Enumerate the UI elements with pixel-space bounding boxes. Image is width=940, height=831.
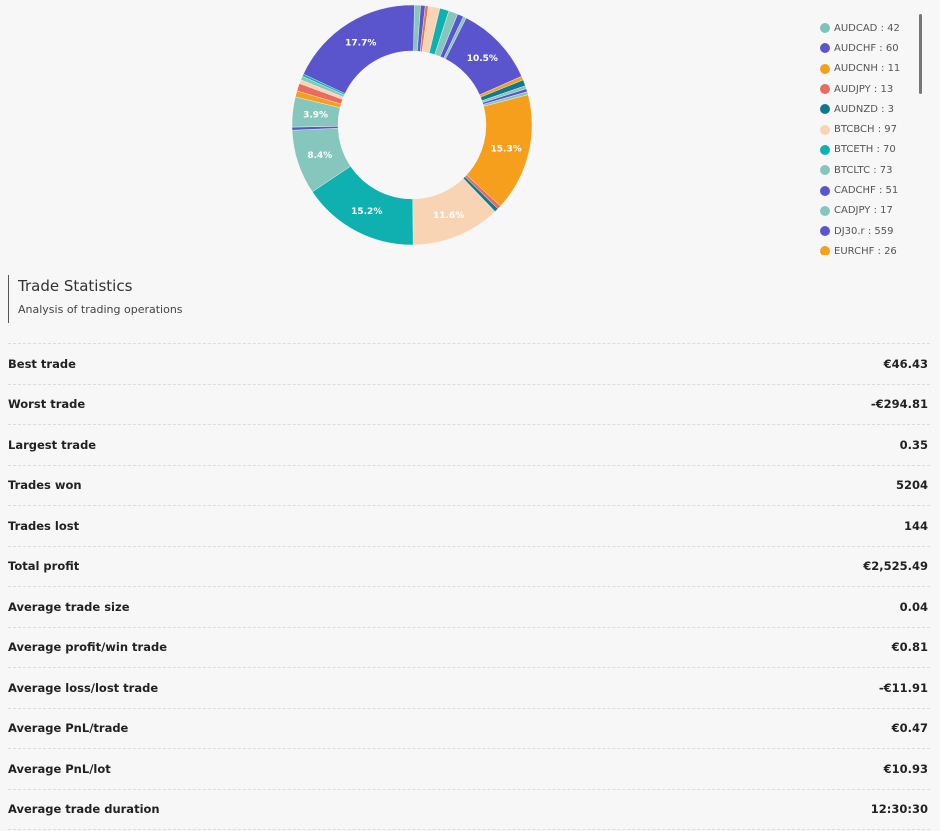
legend-label: CADJPY : 17	[834, 205, 893, 217]
slice-percent-label: 17.7%	[345, 39, 376, 49]
slice-percent-label: 15.3%	[491, 144, 522, 154]
section-header: Trade Statistics Analysis of trading ope…	[8, 275, 183, 323]
stat-value: 0.35	[899, 437, 928, 452]
stat-row-average-trade-duration: Average trade duration 12:30:30	[8, 788, 930, 830]
stat-row-trades-lost: Trades lost 144	[8, 505, 930, 546]
stat-row-average-trade-size: Average trade size 0.04	[8, 586, 930, 627]
stat-value: -€294.81	[870, 397, 928, 412]
stat-row-average-pnl-trade: Average PnL/trade €0.47	[8, 707, 930, 749]
stat-row-total-profit: Total profit €2,525.49	[8, 545, 930, 587]
stat-label: Trades won	[8, 478, 82, 493]
stat-label: Average loss/lost trade	[8, 680, 159, 695]
stat-value: 144	[903, 518, 928, 533]
legend-item[interactable]: BTCETH : 70	[820, 140, 920, 160]
stat-value: 0.04	[899, 599, 928, 614]
legend-item[interactable]: DJ30.r : 559	[820, 221, 920, 241]
legend-item[interactable]: CADJPY : 17	[820, 201, 920, 221]
slice-percent-label: 15.2%	[351, 207, 382, 217]
stat-row-average-pnl-lot: Average PnL/lot €10.93	[8, 748, 930, 789]
stat-label: Best trade	[8, 356, 76, 371]
legend-swatch-icon	[820, 165, 830, 176]
legend-item[interactable]: BTCLTC : 73	[820, 160, 920, 180]
stat-label: Total profit	[8, 559, 80, 574]
stat-label: Largest trade	[8, 437, 97, 452]
legend-item[interactable]: CADCHF : 51	[820, 180, 920, 200]
slice-percent-label: 10.5%	[467, 54, 498, 64]
legend-label: BTCETH : 70	[834, 144, 896, 156]
legend-swatch-icon	[820, 63, 830, 74]
legend-swatch-icon	[820, 144, 830, 155]
stat-label: Average PnL/lot	[8, 761, 111, 776]
stat-row-average-profit-win: Average profit/win trade €0.81	[8, 626, 930, 668]
stat-row-largest-trade: Largest trade 0.35	[8, 424, 930, 465]
legend-label: CADCHF : 51	[834, 185, 899, 197]
legend-label: AUDCHF : 60	[834, 42, 899, 54]
legend-label: DJ30.r : 559	[834, 225, 894, 237]
stat-value: €10.93	[883, 761, 928, 776]
legend-swatch-icon	[820, 84, 830, 95]
stat-label: Average trade size	[8, 599, 130, 614]
stat-value: -€11.91	[878, 680, 928, 695]
legend-swatch-icon	[820, 23, 830, 34]
legend-label: AUDJPY : 13	[834, 83, 894, 95]
stat-value: €0.81	[891, 640, 928, 655]
legend-swatch-icon	[820, 185, 830, 196]
legend-swatch-icon	[820, 104, 830, 115]
stat-value: €46.43	[883, 356, 928, 371]
section-title: Trade Statistics	[18, 277, 133, 295]
slice-percent-label: 8.4%	[307, 151, 332, 161]
legend-label: EURCHF : 26	[834, 245, 897, 255]
stat-value: €2,525.49	[863, 559, 928, 574]
stat-row-worst-trade: Worst trade -€294.81	[8, 383, 930, 425]
legend-label: BTCLTC : 73	[834, 164, 893, 176]
stat-value: €0.47	[891, 721, 928, 736]
stat-value: 12:30:30	[870, 802, 928, 817]
legend-swatch-icon	[820, 205, 830, 216]
legend-label: AUDCNH : 11	[834, 63, 901, 75]
legend-swatch-icon	[820, 124, 830, 135]
symbol-distribution-chart: 10.5% 15.3% 11.6% 15.2% 8.4% 3.9% 17.7% AUDCAD…	[0, 0, 940, 262]
legend-item[interactable]: AUDCNH : 11	[820, 59, 920, 79]
stat-label: Trades lost	[8, 518, 80, 533]
legend-item[interactable]: BTCBCH : 97	[820, 119, 920, 139]
donut-slice[interactable]	[303, 4, 415, 94]
trade-stats-table: Best trade €46.43 Worst trade -€294.81 Lar…	[8, 343, 930, 830]
legend-label: AUDNZD : 3	[834, 103, 894, 115]
slice-percent-label: 3.9%	[303, 110, 328, 120]
stat-row-best-trade: Best trade €46.43	[8, 343, 930, 384]
stat-row-trades-won: Trades won 5204	[8, 464, 930, 506]
legend-item[interactable]: AUDCHF : 60	[820, 38, 920, 58]
donut-chart[interactable]: 10.5% 15.3% 11.6% 15.2% 8.4% 3.9% 17.7%	[290, 3, 534, 247]
chart-legend[interactable]: AUDCAD : 42 AUDCHF : 60 AUDCNH : 11 AUDJPY …	[820, 18, 920, 255]
legend-item[interactable]: EURCHF : 26	[820, 241, 920, 255]
slice-percent-label: 11.6%	[433, 211, 464, 221]
stat-label: Average trade duration	[8, 802, 160, 817]
legend-item[interactable]: AUDJPY : 13	[820, 79, 920, 99]
stat-label: Average PnL/trade	[8, 721, 129, 736]
section-subtitle: Analysis of trading operations	[18, 303, 183, 316]
legend-item[interactable]: AUDCAD : 42	[820, 18, 920, 38]
legend-scrollbar[interactable]	[919, 14, 922, 94]
legend-label: AUDCAD : 42	[834, 22, 900, 34]
stat-label: Average profit/win trade	[8, 640, 167, 655]
stat-value: 5204	[895, 478, 928, 493]
legend-swatch-icon	[820, 226, 830, 237]
legend-item[interactable]: AUDNZD : 3	[820, 99, 920, 119]
stat-row-average-loss-lost: Average loss/lost trade -€11.91	[8, 667, 930, 708]
legend-swatch-icon	[820, 246, 830, 255]
stat-label: Worst trade	[8, 397, 86, 412]
legend-swatch-icon	[820, 43, 830, 54]
legend-label: BTCBCH : 97	[834, 124, 898, 136]
